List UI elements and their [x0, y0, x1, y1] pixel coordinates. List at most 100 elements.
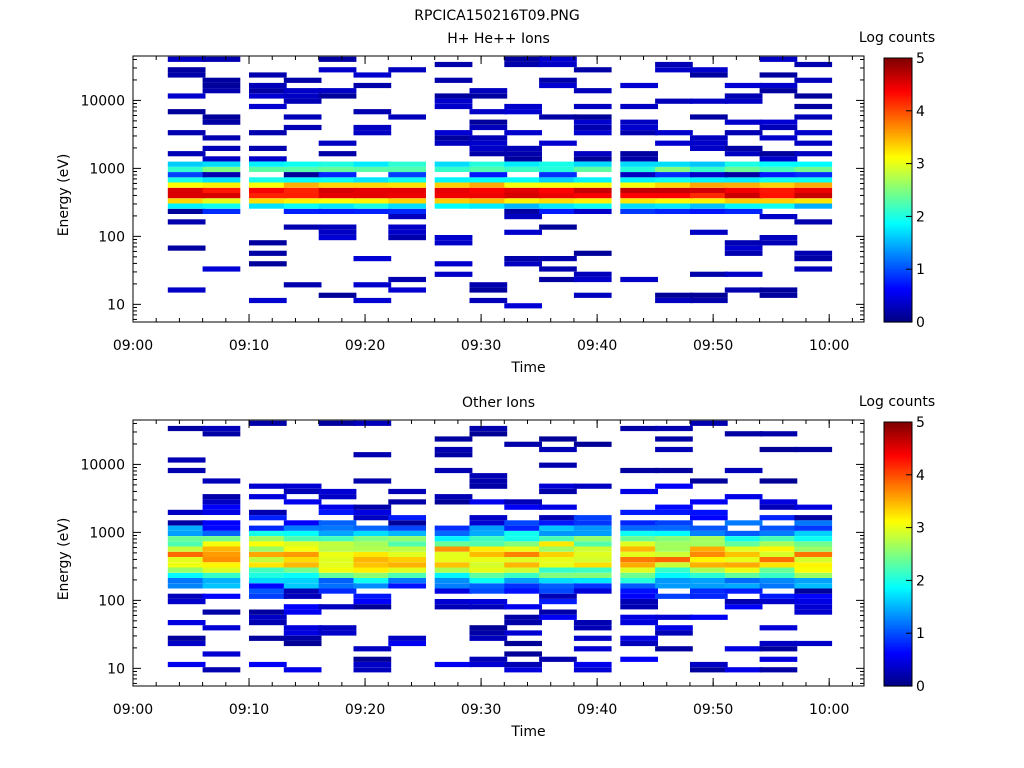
panel0-cell — [504, 130, 542, 136]
panel1-colorbar-segment — [884, 591, 912, 595]
panel0-cell — [469, 135, 508, 141]
panel0-colorbar-segment — [884, 77, 912, 81]
panel1-cell — [539, 546, 577, 552]
panel0-cell — [724, 166, 763, 172]
panel1-cell — [794, 609, 833, 615]
panel1-cell — [469, 656, 508, 662]
panel1-cell — [573, 620, 612, 626]
panel0-cell — [539, 224, 577, 230]
panel1-cell — [469, 578, 508, 584]
panel1-cell — [794, 504, 833, 510]
panel0-cell — [724, 271, 763, 277]
panel0-colorbar-segment — [884, 238, 912, 242]
panel1-colorbar-label: Log counts — [859, 394, 935, 410]
panel0-y-tick-label: 1000 — [89, 161, 125, 177]
panel0-colorbar-segment — [884, 110, 912, 114]
panel1-cell — [655, 546, 693, 552]
panel0-colorbar-segment — [884, 148, 912, 151]
panel1-cell — [353, 656, 392, 662]
panel1-cell — [690, 499, 728, 505]
panel0-cell — [202, 187, 241, 193]
panel1-cell — [434, 525, 473, 531]
panel1-colorbar-segment — [884, 624, 912, 628]
panel1-cell — [283, 640, 322, 647]
panel0-cell — [202, 56, 241, 62]
panel0-colorbar-segment — [884, 69, 912, 72]
panel0-cell — [283, 77, 322, 83]
panel1-cell — [539, 520, 577, 526]
panel1-cell — [724, 541, 763, 547]
panel0-cell — [353, 166, 392, 172]
panel0-cell — [167, 208, 206, 214]
panel1-cell — [504, 530, 542, 536]
panel0-cell — [469, 187, 508, 193]
panel0-cell — [167, 93, 206, 99]
panel0-cell — [167, 198, 206, 204]
panel1-cell — [353, 546, 392, 552]
panel1-cell — [504, 441, 542, 447]
panel1-colorbar-segment — [884, 571, 912, 575]
panel0-cell — [504, 109, 542, 115]
panel1-cell — [539, 536, 577, 542]
panel0-cell — [167, 72, 206, 78]
panel0-colorbar-segment — [884, 198, 912, 202]
panel0-cell — [504, 208, 542, 214]
panel0-cell — [539, 177, 577, 183]
panel1-cell — [202, 536, 241, 542]
panel1-cell — [469, 431, 508, 437]
panel0-cell — [202, 119, 241, 125]
panel1-cell — [388, 583, 426, 589]
panel0-cell — [353, 187, 392, 193]
panel1-cell — [469, 572, 508, 578]
panel0-colorbar-tick-label: 2 — [916, 209, 925, 225]
panel1-cell — [539, 488, 577, 495]
panel0-cell — [724, 193, 763, 199]
panel0-cell — [504, 303, 542, 309]
panel0-cell — [249, 161, 287, 167]
panel0-colorbar-segment — [884, 192, 912, 195]
panel0-cell — [759, 135, 798, 141]
panel0-cell — [655, 198, 693, 204]
panel0-cell — [202, 266, 241, 272]
panel1-cell — [283, 546, 322, 552]
panel1-cell — [388, 567, 426, 573]
panel0-cell — [504, 214, 542, 220]
panel1-cell — [388, 520, 426, 526]
panel1-y-tick-label: 10000 — [80, 457, 125, 473]
panel0-cell — [202, 177, 241, 183]
panel1-cell — [167, 567, 206, 573]
panel1-cell — [794, 557, 833, 563]
panel0-cell — [469, 93, 508, 99]
panel0-colorbar-segment — [884, 315, 912, 319]
panel0-x-axis-label: Time — [510, 360, 545, 376]
panel0-colorbar-segment — [884, 135, 912, 138]
panel0-cell — [724, 177, 763, 183]
panel1-cell — [724, 567, 763, 573]
panel1-colorbar-segment — [884, 664, 912, 667]
panel1-colorbar-tick-label: 5 — [916, 415, 925, 431]
panel1-cell — [655, 557, 693, 563]
panel0-cell — [388, 214, 426, 220]
panel0-colorbar-segment — [884, 317, 912, 321]
panel0-cell — [388, 198, 426, 204]
panel1-colorbar-segment — [884, 565, 912, 568]
panel1-cell — [283, 604, 322, 610]
panel1-cell — [573, 667, 612, 673]
panel1-cell — [724, 599, 763, 605]
panel0-cell — [202, 198, 241, 204]
panel0-colorbar-segment — [884, 247, 912, 250]
panel1-colorbar-segment — [884, 426, 912, 430]
panel1-cell — [353, 525, 392, 531]
panel0-cell — [388, 235, 426, 241]
panel0-colorbar-segment — [884, 97, 912, 101]
panel0-cell — [249, 72, 287, 78]
panel1-cell — [469, 583, 508, 589]
panel1-cell — [573, 635, 612, 641]
panel1-cell — [759, 551, 798, 557]
panel0-cell — [249, 240, 287, 246]
panel1-cell — [573, 557, 612, 563]
panel1-cell — [690, 614, 728, 620]
panel0-colorbar-segment — [884, 220, 912, 224]
panel1-cell — [249, 525, 287, 531]
panel1-colorbar-segment — [884, 644, 912, 647]
